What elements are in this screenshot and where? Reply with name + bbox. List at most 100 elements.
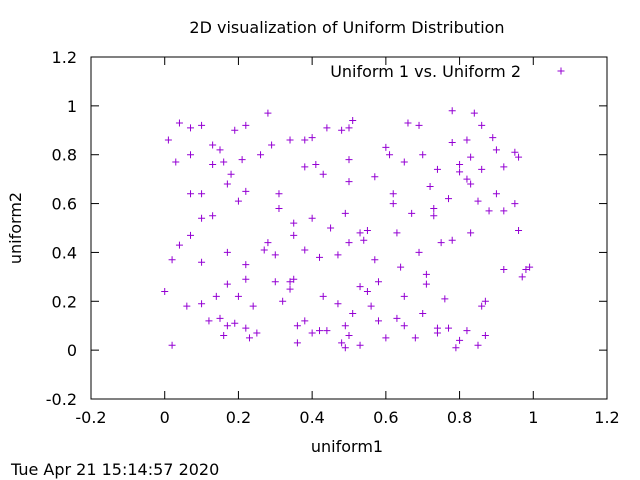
data-point xyxy=(319,292,327,300)
data-point xyxy=(209,160,217,168)
data-point xyxy=(448,236,456,244)
x-tick-label: 0.6 xyxy=(373,408,398,427)
data-point xyxy=(308,134,316,142)
data-point xyxy=(341,344,349,352)
data-point xyxy=(242,261,250,269)
data-point xyxy=(198,190,206,198)
data-point xyxy=(290,231,298,239)
data-point xyxy=(400,292,408,300)
data-point xyxy=(393,314,401,322)
data-point xyxy=(242,187,250,195)
data-point xyxy=(242,275,250,283)
data-point xyxy=(492,190,500,198)
data-point xyxy=(367,302,375,310)
data-point xyxy=(231,319,239,327)
data-point xyxy=(161,288,169,296)
data-point xyxy=(301,317,309,325)
data-point xyxy=(172,158,180,166)
data-point xyxy=(478,121,486,129)
data-point xyxy=(445,324,453,332)
data-point xyxy=(175,119,183,127)
data-point xyxy=(205,317,213,325)
data-point xyxy=(456,336,464,344)
data-points xyxy=(161,107,534,352)
data-point xyxy=(164,136,172,144)
data-point xyxy=(345,178,353,186)
data-point xyxy=(463,327,471,335)
data-point xyxy=(198,214,206,222)
data-point xyxy=(400,322,408,330)
data-point xyxy=(175,241,183,249)
data-point xyxy=(220,158,228,166)
data-point xyxy=(319,170,327,178)
data-point xyxy=(260,246,268,254)
plot-area-border xyxy=(90,56,608,400)
data-point xyxy=(223,322,231,330)
data-point xyxy=(430,212,438,220)
data-point xyxy=(511,200,519,208)
data-point xyxy=(400,158,408,166)
data-point xyxy=(308,214,316,222)
data-point xyxy=(448,139,456,146)
data-point xyxy=(223,180,231,188)
data-point xyxy=(349,117,357,125)
data-point xyxy=(356,283,364,291)
data-point xyxy=(198,121,206,129)
data-point xyxy=(389,200,397,208)
data-point xyxy=(356,229,364,237)
x-tick-label: 0 xyxy=(160,408,170,427)
data-point xyxy=(345,239,353,247)
y-tick-label: 1.2 xyxy=(52,48,77,67)
data-point xyxy=(249,302,257,310)
y-axis-label: uniform2 xyxy=(6,192,25,264)
data-point xyxy=(448,107,456,115)
data-point xyxy=(338,126,346,134)
data-point xyxy=(478,165,486,173)
data-point xyxy=(334,251,342,259)
data-point xyxy=(227,170,235,178)
data-point xyxy=(430,204,438,212)
data-point xyxy=(485,207,493,215)
data-point xyxy=(275,204,283,212)
data-point xyxy=(301,163,309,171)
data-point xyxy=(279,297,287,305)
legend-marker xyxy=(557,67,565,75)
data-point xyxy=(271,278,279,286)
data-point xyxy=(515,226,523,234)
data-point xyxy=(481,331,489,339)
data-point xyxy=(290,275,298,283)
data-point xyxy=(433,329,441,337)
data-point xyxy=(223,280,231,288)
y-tick-label: 0.8 xyxy=(52,146,77,165)
data-point xyxy=(238,156,246,164)
data-point xyxy=(356,341,364,349)
data-point xyxy=(389,190,397,198)
data-point xyxy=(526,263,534,271)
chart-title: 2D visualization of Uniform Distribution xyxy=(189,18,504,37)
data-point xyxy=(290,219,298,227)
data-point xyxy=(301,246,309,254)
legend-label: Uniform 1 vs. Uniform 2 xyxy=(330,62,521,81)
y-tick-label: 0 xyxy=(67,341,77,360)
data-point xyxy=(374,278,382,286)
data-point xyxy=(492,146,500,154)
data-point xyxy=(467,180,475,188)
data-point xyxy=(264,109,272,117)
data-point xyxy=(408,209,416,217)
data-point xyxy=(341,322,349,330)
data-point xyxy=(411,334,419,342)
data-point xyxy=(467,153,475,161)
data-point xyxy=(511,148,519,156)
data-point xyxy=(341,209,349,217)
data-point xyxy=(371,173,379,181)
data-point xyxy=(445,195,453,203)
x-tick-label: 1 xyxy=(528,408,538,427)
data-point xyxy=(386,151,394,159)
data-point xyxy=(234,197,242,205)
data-point xyxy=(312,160,320,168)
timestamp: Tue Apr 21 15:14:57 2020 xyxy=(10,460,219,479)
data-point xyxy=(268,141,276,149)
data-point xyxy=(382,334,390,342)
data-point xyxy=(264,239,272,247)
data-point xyxy=(308,329,316,337)
